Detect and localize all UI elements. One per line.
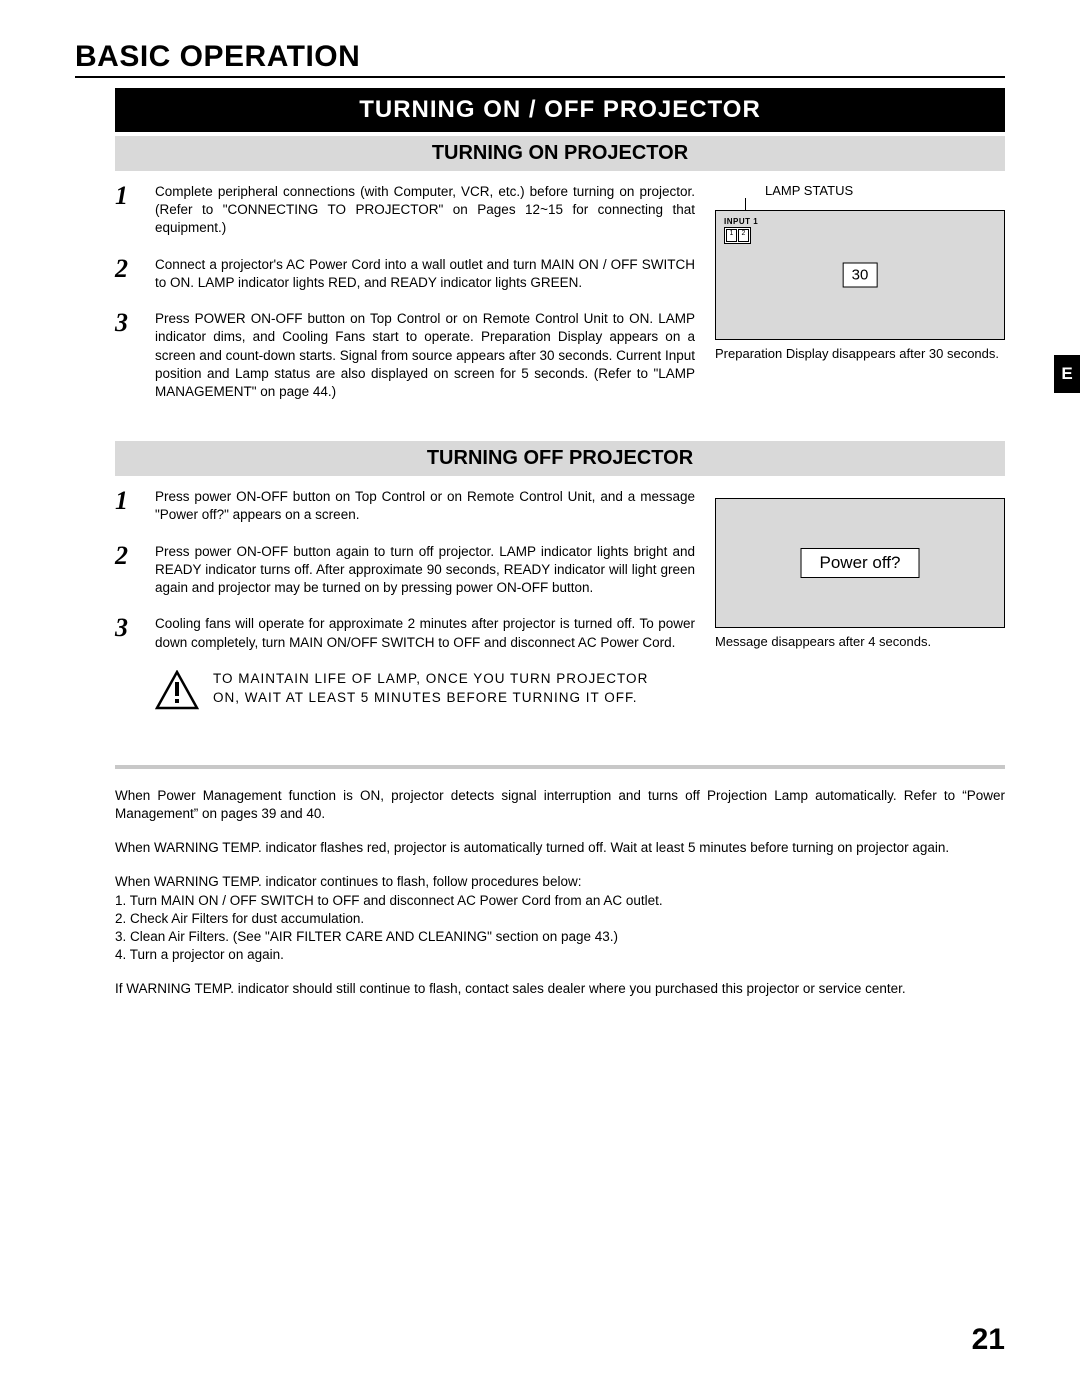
- note-p3-lead: When WARNING TEMP. indicator continues t…: [115, 873, 1005, 891]
- countdown-value: 30: [843, 263, 878, 288]
- lamp-icon: 2: [738, 229, 749, 242]
- step-on-1: 1 Complete peripheral connections (with …: [115, 183, 695, 238]
- preparation-display: INPUT 1 1 2 30: [715, 210, 1005, 340]
- steps-on: 1 Complete peripheral connections (with …: [115, 183, 695, 419]
- step-number: 3: [115, 615, 141, 651]
- caution-block: TO MAINTAIN LIFE OF LAMP, ONCE YOU TURN …: [115, 670, 1005, 715]
- step-number: 3: [115, 310, 141, 401]
- callout-line: [745, 198, 746, 210]
- step-text: Press power ON-OFF button on Top Control…: [155, 488, 695, 524]
- graphic-note-on: Preparation Display disappears after 30 …: [715, 346, 1005, 363]
- step-off-2: 2 Press power ON-OFF button again to tur…: [115, 543, 695, 598]
- input-label: INPUT 1: [724, 217, 758, 226]
- step-text: Press POWER ON-OFF button on Top Control…: [155, 310, 695, 401]
- poweroff-display: Power off?: [715, 498, 1005, 628]
- banner-title: TURNING ON / OFF PROJECTOR: [115, 88, 1005, 132]
- step-number: 2: [115, 256, 141, 292]
- poweroff-message: Power off?: [801, 548, 920, 578]
- section-header-off: TURNING OFF PROJECTOR: [115, 441, 1005, 476]
- note-p3: When WARNING TEMP. indicator continues t…: [115, 873, 1005, 964]
- step-text: Complete peripheral connections (with Co…: [155, 183, 695, 238]
- warning-icon: [155, 670, 199, 715]
- lamp-status-label: LAMP STATUS: [765, 183, 1005, 198]
- step-number: 2: [115, 543, 141, 598]
- step-text: Press power ON-OFF button again to turn …: [155, 543, 695, 598]
- step-text: Connect a projector's AC Power Cord into…: [155, 256, 695, 292]
- note-p4: If WARNING TEMP. indicator should still …: [115, 980, 1005, 998]
- caution-text: TO MAINTAIN LIFE OF LAMP, ONCE YOU TURN …: [213, 670, 653, 708]
- note-p1: When Power Management function is ON, pr…: [115, 787, 1005, 823]
- step-text: Cooling fans will operate for approximat…: [155, 615, 695, 651]
- step-on-3: 3 Press POWER ON-OFF button on Top Contr…: [115, 310, 695, 401]
- section-divider: [115, 765, 1005, 769]
- step-number: 1: [115, 183, 141, 238]
- step-number: 1: [115, 488, 141, 524]
- note-p3-item: 1. Turn MAIN ON / OFF SWITCH to OFF and …: [115, 892, 1005, 910]
- step-on-2: 2 Connect a projector's AC Power Cord in…: [115, 256, 695, 292]
- notes-block: When Power Management function is ON, pr…: [115, 787, 1005, 999]
- section-header-on: TURNING ON PROJECTOR: [115, 136, 1005, 171]
- graphic-on: LAMP STATUS INPUT 1 1 2 30 Preparation D…: [715, 183, 1005, 419]
- lamp-icon: 1: [726, 229, 737, 242]
- note-p3-item: 3. Clean Air Filters. (See "AIR FILTER C…: [115, 928, 1005, 946]
- step-off-3: 3 Cooling fans will operate for approxim…: [115, 615, 695, 651]
- note-p3-item: 4. Turn a projector on again.: [115, 946, 1005, 964]
- chapter-title: BASIC OPERATION: [75, 40, 1005, 78]
- graphic-note-off: Message disappears after 4 seconds.: [715, 634, 1005, 651]
- lamp-icons: 1 2: [724, 227, 751, 244]
- side-tab: E: [1054, 355, 1080, 393]
- graphic-off: Power off? Message disappears after 4 se…: [715, 488, 1005, 670]
- steps-off: 1 Press power ON-OFF button on Top Contr…: [115, 488, 695, 670]
- step-off-1: 1 Press power ON-OFF button on Top Contr…: [115, 488, 695, 524]
- note-p3-item: 2. Check Air Filters for dust accumulati…: [115, 910, 1005, 928]
- note-p2: When WARNING TEMP. indicator flashes red…: [115, 839, 1005, 857]
- page-number: 21: [972, 1323, 1005, 1357]
